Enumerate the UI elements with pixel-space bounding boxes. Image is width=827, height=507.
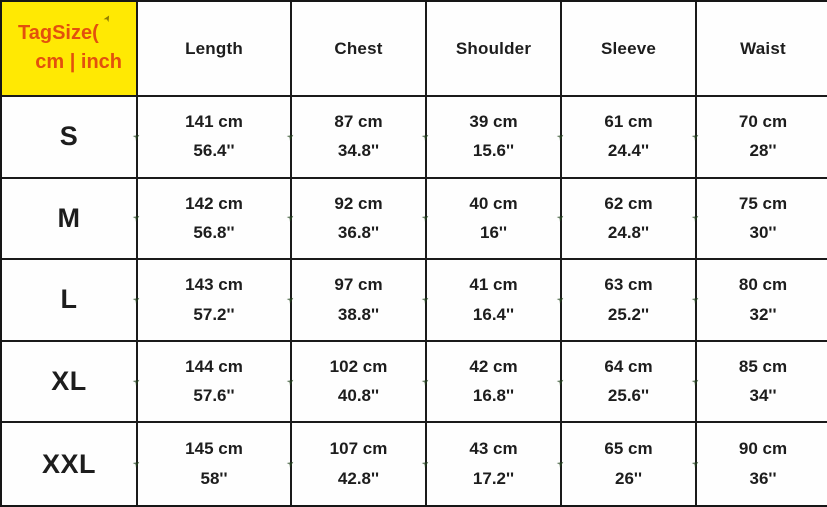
cell-s-chest: 87 cm 34.8'' <box>292 97 427 179</box>
cell-s-sleeve: 61 cm 24.4'' <box>562 97 697 179</box>
cell-xxl-chest: 107 cm 42.8'' <box>292 423 427 505</box>
value-inch: 34'' <box>749 386 777 406</box>
value-cm: 65 cm <box>604 439 653 459</box>
value-cm: 143 cm <box>185 275 243 295</box>
value-inch: 56.8'' <box>193 222 235 242</box>
value-inch: 16.4'' <box>472 304 515 324</box>
column-header-waist: Waist <box>697 2 827 97</box>
row-label-xxl: XXL <box>2 423 138 505</box>
value-inch: 16'' <box>480 222 507 242</box>
column-header-sleeve: Sleeve <box>562 2 697 97</box>
row-label-xl: XL <box>2 341 138 424</box>
column-header-chest: Chest <box>292 2 427 97</box>
value-cm: 142 cm <box>185 193 243 213</box>
cell-s-shoulder: 39 cm 15.6'' <box>427 97 562 179</box>
cell-l-sleeve: 63 cm 25.2'' <box>562 260 697 342</box>
cell-xxl-shoulder: 43 cm 17.2'' <box>427 423 562 505</box>
cell-m-sleeve: 62 cm 24.8'' <box>562 178 697 261</box>
value-inch: 25.2'' <box>607 304 650 324</box>
cell-l-shoulder: 41 cm 16.4'' <box>427 260 562 342</box>
cell-s-length: 141 cm 56.4'' <box>138 97 292 179</box>
value-cm: 87 cm <box>334 112 383 132</box>
value-inch: 57.6'' <box>193 386 235 406</box>
value-cm: 85 cm <box>738 356 788 376</box>
value-inch: 17.2'' <box>472 469 515 489</box>
column-header-shoulder: Shoulder <box>427 2 562 97</box>
cell-xl-sleeve: 64 cm 25.6'' <box>562 341 697 424</box>
value-cm: 61 cm <box>604 112 653 132</box>
cell-m-shoulder: 40 cm 16'' <box>427 178 562 261</box>
value-cm: 80 cm <box>738 275 788 295</box>
value-inch: 28'' <box>749 141 777 161</box>
value-inch: 34.8'' <box>337 141 380 161</box>
column-header-length: Length <box>138 2 292 97</box>
cell-l-length: 143 cm 57.2'' <box>138 260 292 342</box>
value-inch: 26'' <box>615 469 642 489</box>
cell-xxl-length: 145 cm 58'' <box>138 423 292 505</box>
cell-l-chest: 97 cm 38.8'' <box>292 260 427 342</box>
value-inch: 32'' <box>749 304 777 324</box>
value-cm: 43 cm <box>469 439 518 459</box>
value-inch: 24.8'' <box>607 222 650 242</box>
cell-xxl-waist: 90 cm 36'' <box>697 423 827 505</box>
value-inch: 25.6'' <box>607 386 650 406</box>
corner-cell-tagsize: TagSize( cm | inch <box>2 2 138 97</box>
value-cm: 63 cm <box>604 275 653 295</box>
cell-xl-waist: 85 cm 34'' <box>697 341 827 424</box>
value-inch: 15.6'' <box>472 141 515 161</box>
row-label-m: M <box>2 178 138 261</box>
cell-xxl-sleeve: 65 cm 26'' <box>562 423 697 505</box>
value-cm: 75 cm <box>738 193 788 213</box>
value-cm: 64 cm <box>604 356 653 376</box>
row-label-s: S <box>2 97 138 179</box>
value-inch: 42.8'' <box>337 469 380 489</box>
value-cm: 97 cm <box>334 275 383 295</box>
value-cm: 141 cm <box>185 112 243 132</box>
value-cm: 62 cm <box>604 193 653 213</box>
cell-m-chest: 92 cm 36.8'' <box>292 178 427 261</box>
value-inch: 56.4'' <box>193 141 235 161</box>
value-inch: 40.8'' <box>337 386 380 406</box>
row-label-l: L <box>2 260 138 342</box>
corner-units: cm | inch <box>35 50 122 73</box>
value-inch: 36'' <box>749 469 777 489</box>
value-inch: 58'' <box>200 469 228 489</box>
value-cm: 39 cm <box>469 112 518 132</box>
cell-xl-chest: 102 cm 40.8'' <box>292 341 427 424</box>
value-inch: 30'' <box>749 222 777 242</box>
value-cm: 41 cm <box>469 275 518 295</box>
value-cm: 42 cm <box>469 356 518 376</box>
value-cm: 107 cm <box>329 439 388 459</box>
cell-m-waist: 75 cm 30'' <box>697 178 827 261</box>
value-cm: 144 cm <box>185 356 243 376</box>
value-inch: 36.8'' <box>337 222 380 242</box>
value-cm: 92 cm <box>334 193 383 213</box>
value-inch: 24.4'' <box>607 141 650 161</box>
cell-l-waist: 80 cm 32'' <box>697 260 827 342</box>
value-cm: 102 cm <box>329 356 388 376</box>
value-inch: 57.2'' <box>193 304 235 324</box>
corner-title: TagSize( <box>18 21 99 44</box>
value-cm: 70 cm <box>738 112 788 132</box>
value-cm: 90 cm <box>738 439 788 459</box>
value-inch: 38.8'' <box>337 304 380 324</box>
cell-s-waist: 70 cm 28'' <box>697 97 827 179</box>
value-cm: 145 cm <box>185 439 243 459</box>
value-inch: 16.8'' <box>472 386 515 406</box>
cell-xl-length: 144 cm 57.6'' <box>138 341 292 424</box>
cell-xl-shoulder: 42 cm 16.8'' <box>427 341 562 424</box>
value-cm: 40 cm <box>469 193 518 213</box>
cell-m-length: 142 cm 56.8'' <box>138 178 292 261</box>
